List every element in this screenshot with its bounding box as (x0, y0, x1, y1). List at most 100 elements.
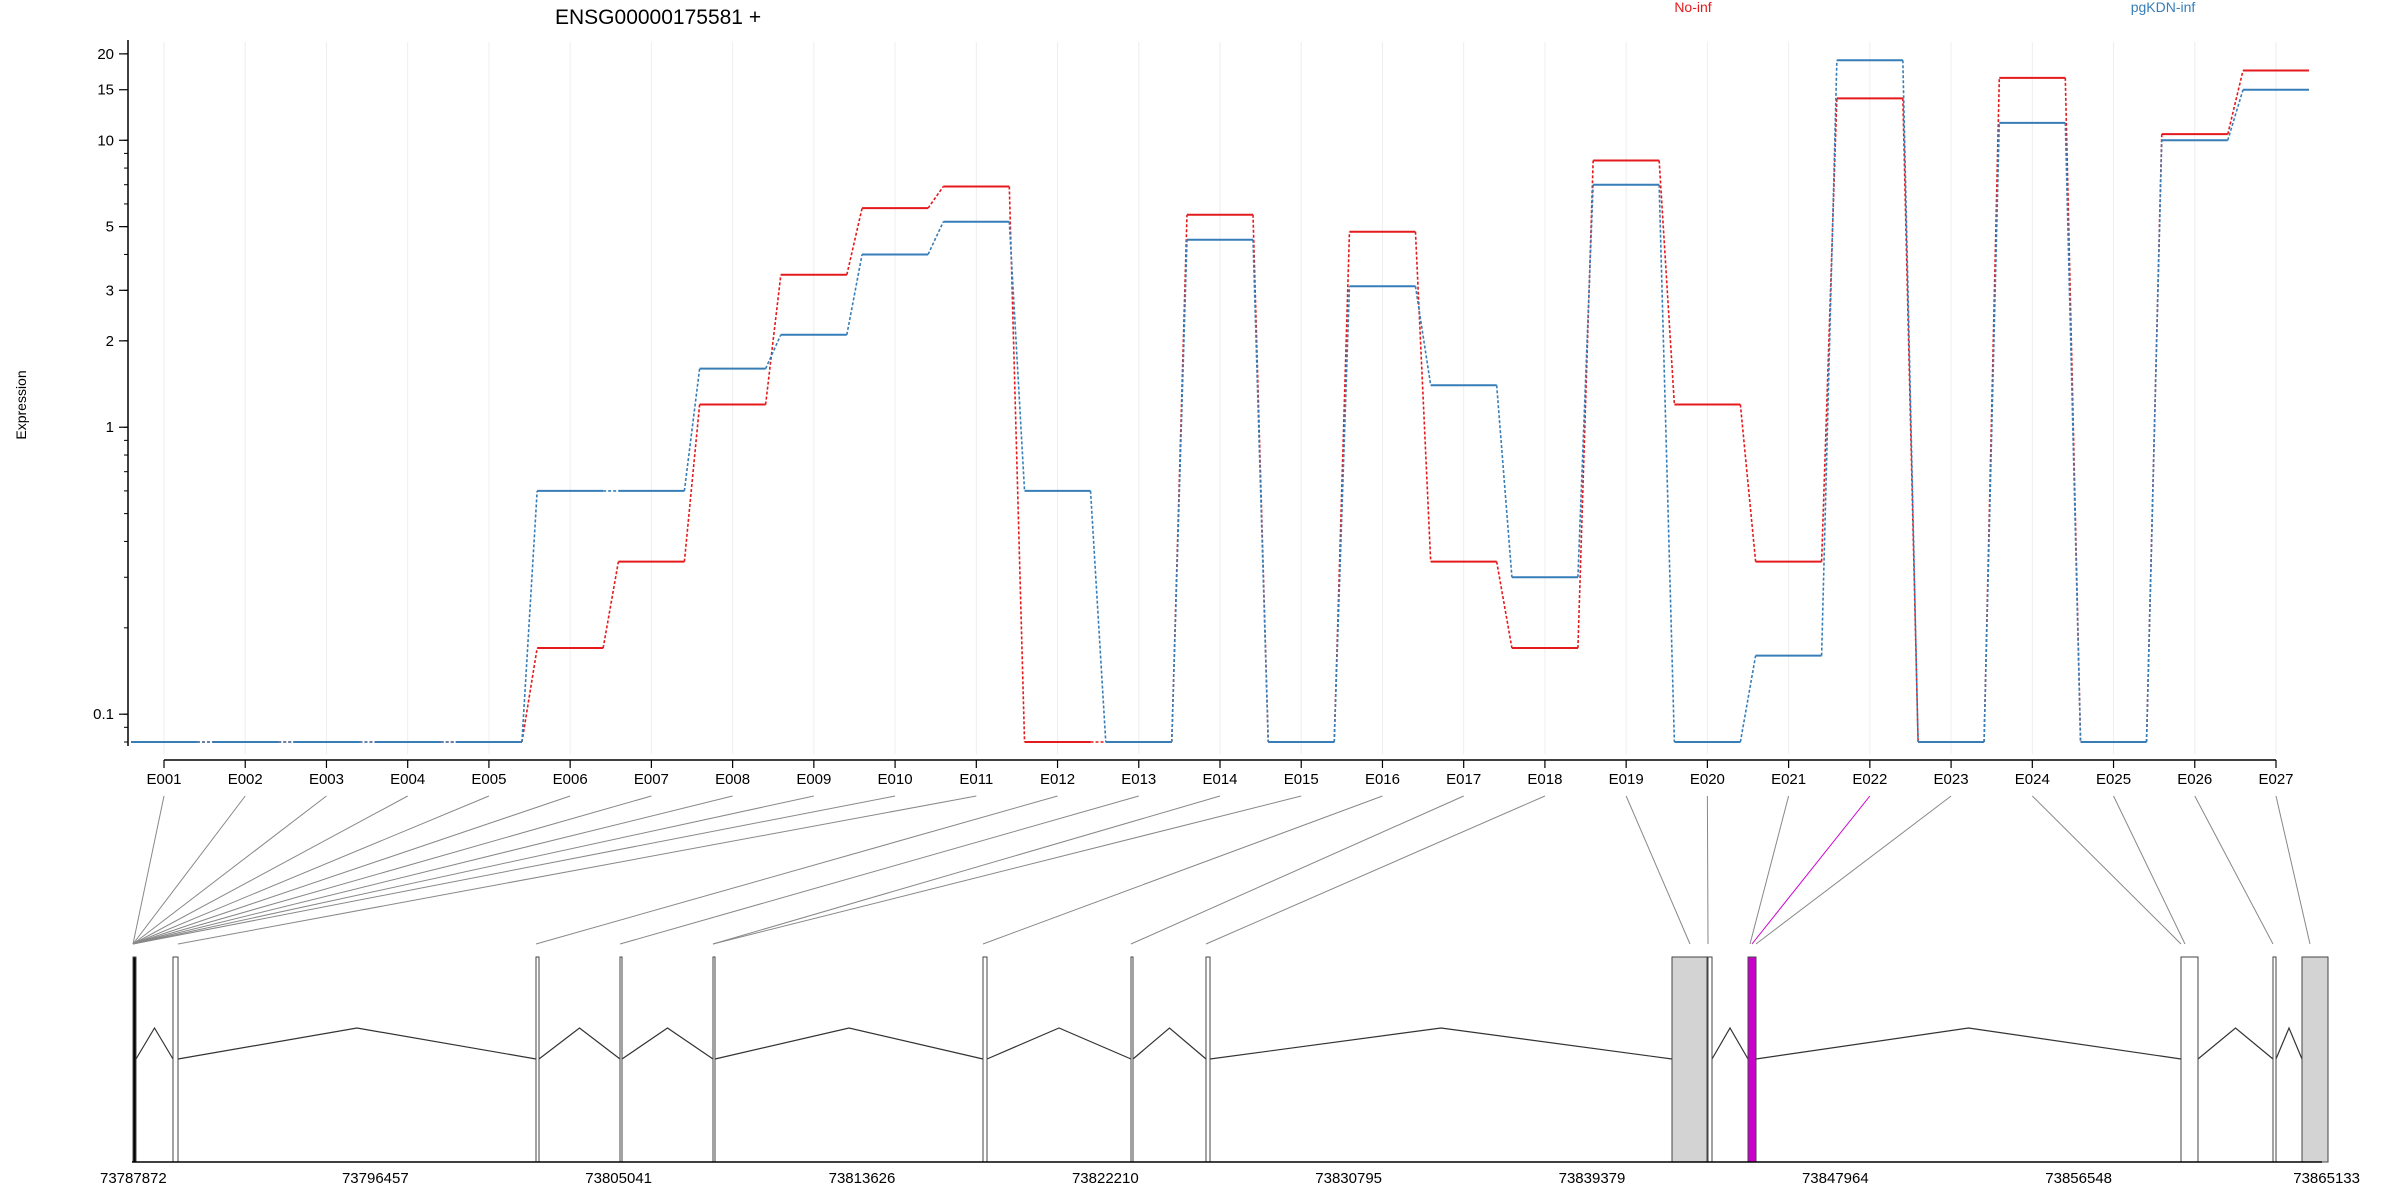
exon-transition (1739, 655, 1757, 743)
exon-box (535, 956, 540, 1163)
exon-connector (132, 795, 733, 945)
exon-transition (521, 647, 538, 743)
exon-connector (132, 795, 652, 945)
exon-box (1671, 956, 1708, 1163)
gene-model (132, 956, 2329, 1163)
x-tick-label: E026 (2177, 771, 2212, 788)
gene-coordinate-label: 73796457 (342, 1170, 409, 1187)
exon-connectors (132, 795, 2311, 945)
x-tick-label: E024 (2015, 771, 2050, 788)
exon-transition (1983, 122, 2001, 743)
x-tick-label: E019 (1609, 771, 1644, 788)
exon-box (1130, 956, 1134, 1163)
exon-box (619, 956, 623, 1163)
intron-line (986, 1027, 1132, 1060)
gene-coordinate-label: 73856548 (2045, 1170, 2112, 1187)
exon-connector (619, 795, 1139, 945)
vertical-grid (163, 42, 2277, 754)
gene-coordinate-label: 73787872 (100, 1170, 167, 1187)
exon-transition (1577, 160, 1594, 649)
intron-line (621, 1027, 714, 1060)
x-tick-label: E013 (1121, 771, 1156, 788)
exon-transition (1089, 490, 1107, 743)
gene-coordinate-label: 73839379 (1559, 1170, 1626, 1187)
y-tick-label: 5 (106, 219, 114, 236)
exon-transition (1333, 286, 1351, 743)
exon-transition (521, 490, 538, 743)
intron-line (1755, 1027, 2182, 1060)
exon-transition (2064, 122, 2082, 743)
x-tick-label: E003 (309, 771, 344, 788)
exon-box (172, 956, 179, 1163)
x-tick-label: E001 (146, 771, 181, 788)
exon-box (1707, 956, 1713, 1163)
exon-transition (764, 334, 782, 369)
exon-connector (535, 795, 1058, 945)
intron-line (177, 1027, 537, 1060)
x-tick-label: E018 (1527, 771, 1562, 788)
exon-transition (1414, 231, 1432, 562)
exon-transition (1658, 184, 1676, 743)
exon-connector (2113, 795, 2186, 945)
exon-connector (2275, 795, 2311, 945)
exon-connector (1205, 795, 1546, 945)
exon-connector (1755, 795, 1952, 945)
exon-transition (2145, 140, 2163, 743)
exon-connector (132, 795, 814, 945)
exon-connector (982, 795, 1383, 945)
exon-box (982, 956, 988, 1163)
x-tick-label: E012 (1040, 771, 1075, 788)
exon-connector (2194, 795, 2274, 945)
exon-connector (1130, 795, 1464, 945)
x-tick-label: E020 (1690, 771, 1725, 788)
exon-transition (1252, 214, 1270, 743)
exon-connector (1706, 795, 1709, 945)
intron-line (538, 1027, 621, 1060)
y-tick-label: 10 (97, 132, 114, 149)
x-tick-label: E027 (2258, 771, 2293, 788)
y-tick-label: 0.1 (93, 706, 114, 723)
x-tick-label: E021 (1771, 771, 1806, 788)
legend-no-inf: No-inf (1674, 0, 1711, 15)
x-tick-label: E016 (1365, 771, 1400, 788)
exon-connector (712, 795, 1302, 945)
exon-connector (132, 795, 571, 945)
exon-connector (1749, 795, 1790, 945)
x-tick-label: E014 (1202, 771, 1237, 788)
exon-transition (602, 561, 620, 649)
x-tick-label: E015 (1284, 771, 1319, 788)
exon-transition (1577, 184, 1594, 578)
x-tick-label: E004 (390, 771, 425, 788)
y-axis-label: Expression (13, 370, 29, 439)
exon-connector (132, 795, 327, 945)
x-tick-label: E017 (1446, 771, 1481, 788)
x-tick-label: E025 (2096, 771, 2131, 788)
intron-line (135, 1026, 174, 1060)
intron-line (2197, 1027, 2274, 1060)
chart-title: ENSG00000175581 + (555, 6, 761, 29)
x-tick-label: E008 (715, 771, 750, 788)
intron-line (1209, 1027, 1673, 1060)
series-layer (131, 59, 2309, 743)
exon-connector (1625, 795, 1691, 945)
x-tick-label: E022 (1852, 771, 1887, 788)
exon-connector (132, 795, 165, 945)
gene-coordinate-label: 73830795 (1315, 1170, 1382, 1187)
x-tick-label: E023 (1934, 771, 1969, 788)
exon-transition (1820, 60, 1838, 656)
exon-transition (1252, 239, 1270, 743)
exon-transition (1495, 561, 1513, 649)
exon-transition (927, 186, 944, 209)
x-tick-label: E010 (878, 771, 913, 788)
series-pgkdn-inf (131, 59, 2309, 743)
exon-connector (177, 795, 977, 945)
gene-coordinate-label: 73805041 (585, 1170, 652, 1187)
gene-coordinate-axis: 73787872 73796457 73805041 73813626 73822210… (100, 1161, 2360, 1187)
x-axis: E001 E002 E003 E004 E005 E006 E007 E008 E009 E010… (146, 759, 2294, 788)
exon-connector (132, 795, 246, 945)
exon-connector (132, 795, 896, 945)
exon-connector (1751, 795, 1871, 945)
exon-transition (2227, 89, 2244, 141)
exon-connector (2031, 795, 2182, 945)
exon-transition (927, 221, 945, 255)
